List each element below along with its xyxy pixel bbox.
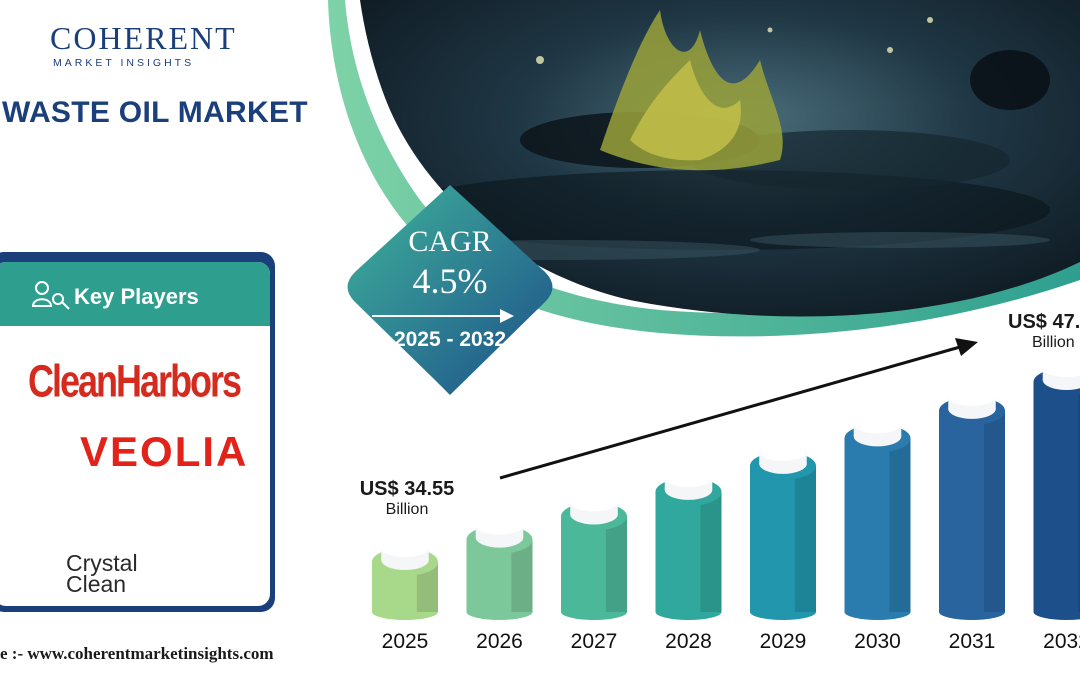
- bar-chart: 2025 2026 2027 2028 2029 2030 2031 2032: [372, 359, 1080, 653]
- page-title: WASTE OIL MARKET: [2, 96, 308, 129]
- year-label-2031: 2031: [949, 630, 996, 653]
- cagr-diamond: [347, 185, 553, 395]
- veolia-logo: VEOLIA: [80, 428, 249, 475]
- coherent-logo: COHERENT MARKET INSIGHTS: [50, 22, 270, 69]
- end-value-callout: US$ 47. Billion: [1008, 311, 1080, 352]
- year-label-2027: 2027: [571, 630, 618, 653]
- start-value-callout: US$ 34.55 Billion: [352, 478, 462, 519]
- year-label-2032: 2032: [1043, 630, 1080, 653]
- brand-tagline: MARKET INSIGHTS: [53, 57, 195, 69]
- year-label-2029: 2029: [760, 630, 807, 653]
- crystal-clean-word-2: Clean: [66, 571, 127, 597]
- start-value: US$ 34.55: [359, 478, 455, 500]
- year-label-2030: 2030: [854, 630, 901, 653]
- cagr-badge: CAGR 4.5%: [355, 205, 545, 301]
- cagr-label: CAGR: [408, 225, 492, 258]
- start-unit: Billion: [385, 501, 429, 518]
- bar-2027: 2027: [561, 493, 627, 653]
- crystal-clean-word-1: Crystal: [66, 550, 138, 576]
- trend-arrow: [499, 338, 978, 480]
- cleanharbors-logo: CleanHarbors: [28, 355, 242, 407]
- bar-2028: 2028: [655, 468, 722, 653]
- source-text: e :- www.coherentmarketinsights.com: [0, 644, 274, 663]
- year-label-2025: 2025: [382, 630, 429, 653]
- bar-2025: 2025: [372, 539, 438, 653]
- brand-name: COHERENT: [50, 20, 237, 56]
- bar-2031: 2031: [939, 387, 1005, 653]
- key-players-header: Key Players: [0, 262, 270, 326]
- bar-2026: 2026: [466, 516, 533, 653]
- bar-2032: 2032: [1033, 359, 1080, 653]
- end-unit: Billion: [1032, 334, 1075, 351]
- key-players-icon: [32, 281, 70, 310]
- key-players-panel: Key Players: [0, 262, 270, 606]
- year-label-2026: 2026: [476, 630, 523, 653]
- cagr-value: 4.5%: [412, 261, 488, 301]
- end-value: US$ 47.: [1008, 311, 1080, 333]
- year-label-2028: 2028: [665, 630, 712, 653]
- bar-2030: 2030: [844, 415, 911, 653]
- crystal-clean-logo: Crystal Clean: [66, 550, 138, 597]
- bar-2029: 2029: [750, 442, 816, 653]
- key-players-label: Key Players: [74, 284, 199, 309]
- cagr-period: 2025 - 2032: [393, 328, 507, 351]
